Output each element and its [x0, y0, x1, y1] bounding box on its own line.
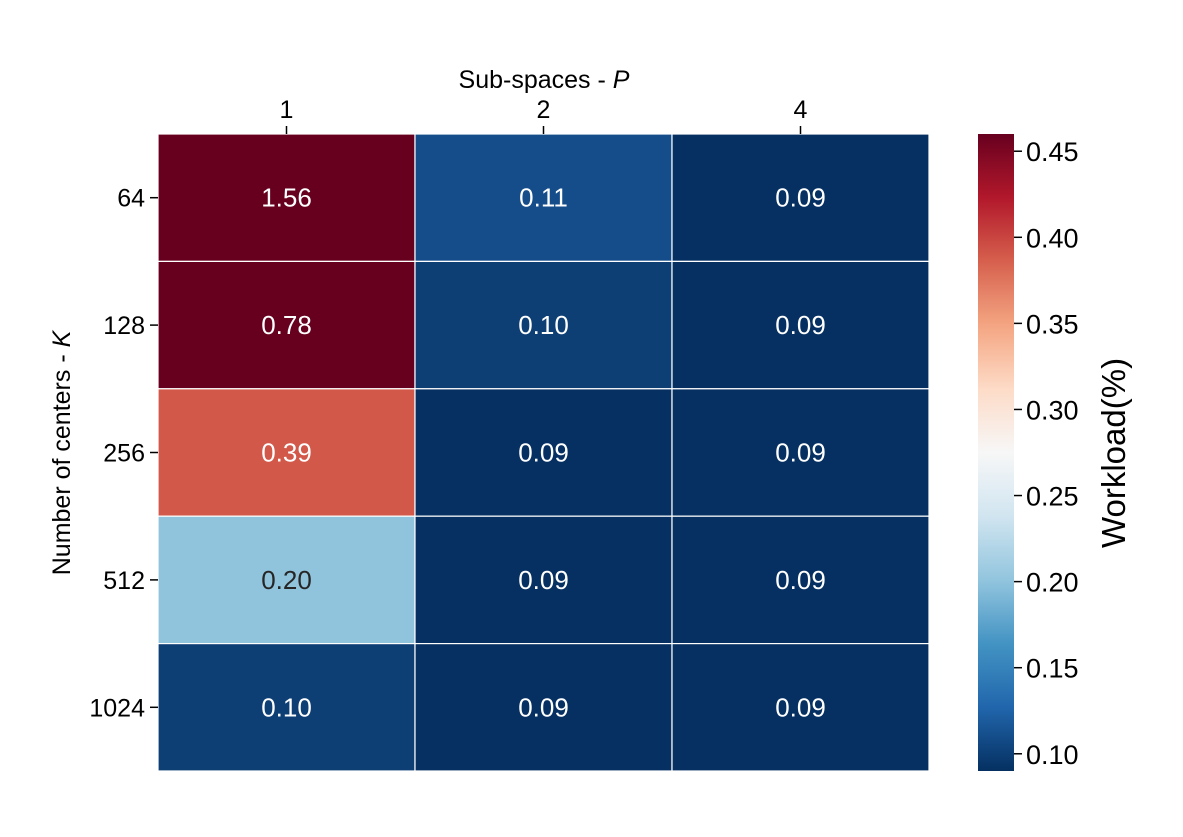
- heatmap-cell: [157, 260, 416, 390]
- colorbar-tick-label: 0.10: [1026, 740, 1079, 770]
- heatmap-cell: [414, 133, 673, 263]
- colorbar-tick-label: 0.15: [1026, 654, 1079, 684]
- y-tick-label: 128: [103, 312, 145, 340]
- cell-value-label: 0.78: [261, 310, 312, 340]
- colorbar-tick-label: 0.45: [1026, 137, 1079, 167]
- y-tick-label: 512: [103, 567, 145, 595]
- x-tick-label: 1: [280, 96, 294, 124]
- y-axis: 64 128 256 512 1024: [89, 185, 158, 722]
- cell-value-label: 0.11: [519, 183, 568, 213]
- heatmap-cell: [157, 642, 416, 772]
- heatmap-cell: [414, 388, 673, 517]
- heatmap-cells: 1.56 0.11 0.09 0.78 0.10 0.09 0.39 0.09 0.09 0.20…: [157, 133, 930, 772]
- colorbar-tick-label: 0.35: [1026, 309, 1079, 339]
- cell-value-label: 0.39: [261, 438, 312, 468]
- colorbar-label: Workload(%): [1095, 358, 1132, 548]
- colorbar: 0.10 0.15 0.20 0.25 0.30 0.35 0.40 0.45 Workloa…: [978, 134, 1132, 771]
- x-tick-label: 4: [794, 96, 808, 124]
- y-tick-label: 256: [103, 440, 145, 468]
- cell-value-label: 0.09: [775, 438, 826, 468]
- cell-value-label: 0.09: [775, 565, 826, 595]
- colorbar-gradient: [978, 134, 1014, 771]
- colorbar-tick-label: 0.25: [1026, 482, 1079, 512]
- colorbar-tick-label: 0.40: [1026, 223, 1079, 253]
- cell-value-label: 0.09: [775, 310, 826, 340]
- heatmap-cell: [414, 642, 673, 772]
- heatmap-cell: [157, 515, 416, 645]
- cell-value-label: 0.09: [518, 438, 569, 468]
- colorbar-tick-label: 0.20: [1026, 568, 1079, 598]
- y-tick-label: 1024: [89, 694, 145, 722]
- heatmap-cell: [671, 642, 930, 772]
- cell-value-label: 0.20: [261, 565, 312, 595]
- x-tick-label: 2: [537, 96, 551, 124]
- heatmap-cell: [414, 260, 673, 390]
- cell-value-label: 0.10: [518, 310, 569, 340]
- cell-value-label: 0.09: [775, 183, 826, 213]
- heatmap-cell: [671, 260, 930, 390]
- colorbar-ticks: 0.10 0.15 0.20 0.25 0.30 0.35 0.40 0.45: [1014, 137, 1079, 770]
- heatmap-cell: [157, 133, 416, 263]
- x-axis-title: Sub-spaces - P: [459, 66, 630, 94]
- x-axis: 1 2 4: [280, 96, 808, 134]
- y-tick-label: 64: [117, 185, 145, 213]
- cell-value-label: 0.09: [518, 692, 569, 722]
- cell-value-label: 0.09: [775, 692, 826, 722]
- cell-value-label: 0.09: [518, 565, 569, 595]
- cell-value-label: 0.10: [261, 692, 312, 722]
- colorbar-tick-label: 0.30: [1026, 395, 1079, 425]
- y-axis-title: Number of centers - K: [48, 329, 76, 575]
- cell-value-label: 1.56: [261, 183, 312, 213]
- heatmap-cell: [671, 515, 930, 645]
